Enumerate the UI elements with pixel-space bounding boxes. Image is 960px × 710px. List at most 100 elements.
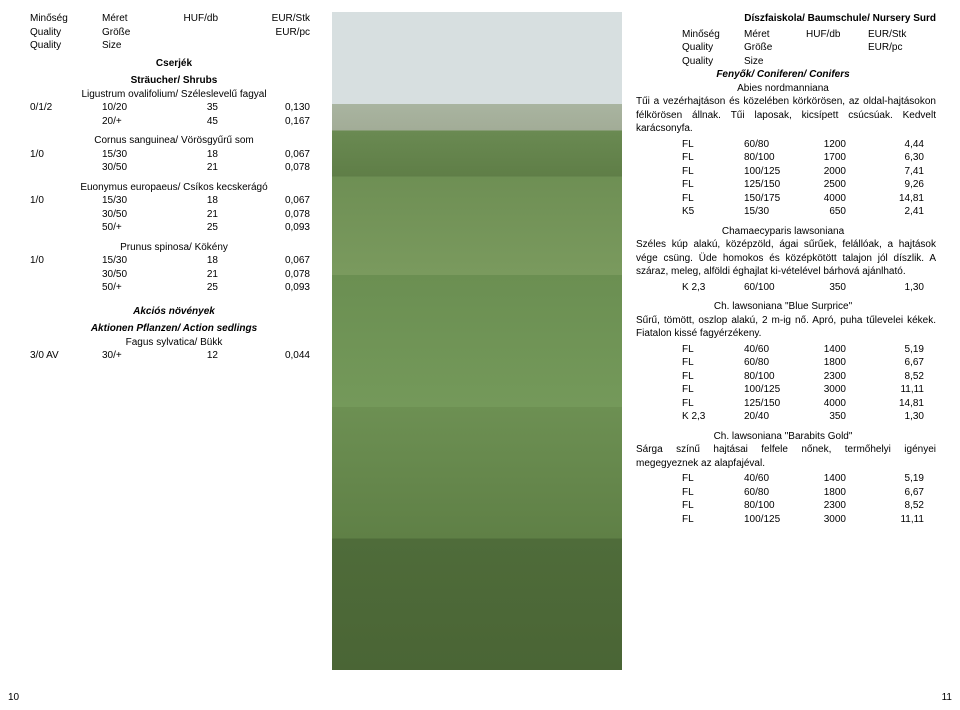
cell: FL [682,192,744,206]
cell: 18 [174,148,246,162]
cell: 1800 [806,356,868,370]
cell: K5 [682,205,744,219]
cell: 9,26 [868,178,930,192]
price-table: K 2,360/1003501,30 [636,281,936,295]
cell: 2000 [806,165,868,179]
hdr-cell: Minőség [682,28,744,42]
cell: 40/60 [744,472,806,486]
cell: 50/+ [102,221,174,235]
cell: 11,11 [868,513,930,527]
description: Sárga színű hajtásai felfele nőnek, term… [636,443,936,470]
cell: 1700 [806,151,868,165]
cell: 0,067 [246,194,318,208]
cell: 45 [174,115,246,129]
cell: 10/20 [102,101,174,115]
cell [30,115,102,129]
hdr-cell: EUR/Stk [868,28,930,42]
cell: 14,81 [868,397,930,411]
cell [636,472,682,486]
cell: 1/0 [30,254,102,268]
cell: 1,30 [868,410,930,424]
hdr-cell: Minőség [30,12,102,26]
cell [30,268,102,282]
cell: 12 [174,349,246,363]
cell [636,513,682,527]
price-table: FL40/6014005,19FL60/8018006,67FL80/10023… [636,472,936,526]
hdr-cell: EUR/pc [246,26,318,40]
hdr-cell: EUR/Stk [246,12,318,26]
cell: 5,19 [868,343,930,357]
cell: 2500 [806,178,868,192]
cell: 7,41 [868,165,930,179]
cell: 0,167 [246,115,318,129]
species-name: Ch. lawsoniana "Blue Surprice" [636,300,930,314]
right-header-row2: Quality Größe EUR/pc [682,41,936,55]
cell: 6,67 [868,356,930,370]
cell: 60/100 [744,281,806,295]
price-table: FL60/8012004,44FL80/10017006,30FL100/125… [636,138,936,219]
cell [636,165,682,179]
cell: 30/50 [102,161,174,175]
section-title: Cserjék [30,57,318,71]
species-name: Abies nordmanniana [636,82,930,96]
cell: 8,52 [868,499,930,513]
page-left: Minőség Méret HUF/db EUR/Stk Quality Grö… [0,0,480,710]
species-name: Fagus sylvatica/ Bükk [30,336,318,350]
cell: 650 [806,205,868,219]
cell [636,486,682,500]
cell [636,410,682,424]
cell [636,356,682,370]
cell [636,151,682,165]
cell [636,397,682,411]
cell: FL [682,383,744,397]
cell: 3000 [806,513,868,527]
page-title: Díszfaiskola/ Baumschule/ Nursery Surd [636,12,936,26]
cell: 60/80 [744,138,806,152]
species-name: Prunus spinosa/ Kökény [30,241,318,255]
cell [30,208,102,222]
cell: 20/+ [102,115,174,129]
section-title: Sträucher/ Shrubs [30,74,318,88]
hdr-cell: Size [744,55,806,69]
hdr-cell: HUF/db [174,12,246,26]
cell: FL [682,513,744,527]
cell: K 2,3 [682,281,744,295]
page-right: Díszfaiskola/ Baumschule/ Nursery Surd M… [480,0,960,710]
cell: 60/80 [744,486,806,500]
cell: K 2,3 [682,410,744,424]
hdr-cell: HUF/db [806,28,868,42]
cell: FL [682,486,744,500]
description: Széles kúp alakú, középzöld, ágai sűrűek… [636,238,936,279]
cell: 350 [806,410,868,424]
species-name: Chamaecyparis lawsoniana [636,225,930,239]
cell: 20/40 [744,410,806,424]
cell: 8,52 [868,370,930,384]
cell: 3/0 AV [30,349,102,363]
hdr-cell [246,39,318,53]
section-title: Fenyők/ Coniferen/ Conifers [636,68,930,82]
cell: 18 [174,194,246,208]
cell: 60/80 [744,356,806,370]
cell: 21 [174,208,246,222]
hdr-cell: Größe [102,26,174,40]
hdr-cell: Quality [30,26,102,40]
cell: FL [682,151,744,165]
hdr-cell [868,55,930,69]
cell: FL [682,472,744,486]
cell: 125/150 [744,397,806,411]
species-name: Ligustrum ovalifolium/ Széleslevelű fagy… [30,88,318,102]
right-header-row3: Quality Size [682,55,936,69]
cell [636,192,682,206]
hdr-cell: Quality [682,55,744,69]
cell: 2300 [806,370,868,384]
cell: 35 [174,101,246,115]
cell: 1/0 [30,148,102,162]
cell [636,178,682,192]
hdr-cell: Méret [102,12,174,26]
page-number: 10 [8,691,19,705]
section-title: Akciós növények [30,305,318,319]
hdr-cell [806,41,868,55]
hdr-cell: Quality [682,41,744,55]
cell: FL [682,397,744,411]
page-number: 11 [942,691,952,705]
